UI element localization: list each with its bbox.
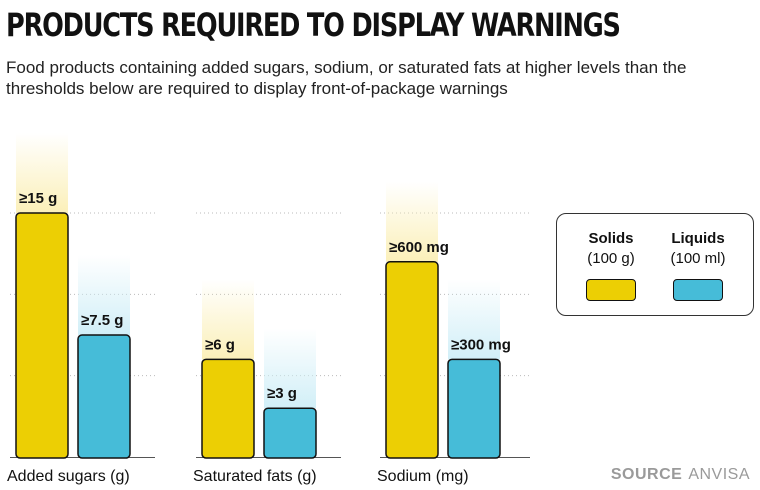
bar-sodium-mg-solids (385, 261, 439, 459)
bar-glow-sodium-mg-liquids (448, 279, 500, 360)
category-label-sodium-mg: Sodium (mg) (377, 468, 469, 485)
legend-swatch-liquids (673, 279, 723, 301)
legend-sub-liquids: (100 ml) (670, 250, 726, 267)
legend-item-solids: Solids (100 g) (571, 229, 651, 301)
source-credit: SOURCE ANVISA (611, 466, 750, 484)
value-label-sodium-mg-solids: ≥600 mg (389, 239, 449, 256)
value-label-saturated-fats-g-liquids: ≥3 g (267, 385, 297, 402)
value-label-added-sugars-g-liquids: ≥7.5 g (81, 312, 123, 329)
source-key: SOURCE (610, 466, 683, 483)
bar-sodium-mg-liquids (447, 358, 501, 459)
bar-added-sugars-g-solids (15, 212, 69, 459)
category-label-added-sugars-g: Added sugars (g) (7, 468, 130, 485)
legend-item-liquids: Liquids (100 ml) (658, 229, 738, 301)
bar-saturated-fats-g-solids (201, 358, 255, 459)
bar-glow-added-sugars-g-liquids (78, 255, 130, 335)
bar-added-sugars-g-liquids (77, 334, 131, 459)
legend-sub-solids: (100 g) (587, 250, 635, 267)
chart-title: PRODUCTS REQUIRED TO DISPLAY WARNINGS (6, 6, 621, 44)
category-label-saturated-fats-g: Saturated fats (g) (193, 468, 317, 485)
legend-swatch-solids (586, 279, 636, 301)
legend: Solids (100 g) Liquids (100 ml) (556, 213, 754, 316)
bar-glow-added-sugars-g-solids (16, 133, 68, 213)
value-label-saturated-fats-g-solids: ≥6 g (205, 336, 235, 353)
legend-label-solids: Solids (588, 230, 634, 247)
legend-label-liquids: Liquids (671, 230, 725, 247)
chart-subtitle: Food products containing added sugars, s… (6, 58, 687, 98)
source-value: ANVISA (688, 466, 750, 483)
value-label-added-sugars-g-solids: ≥15 g (19, 190, 57, 207)
bar-glow-sodium-mg-solids (386, 181, 438, 262)
value-label-sodium-mg-liquids: ≥300 mg (451, 336, 511, 353)
bar-saturated-fats-g-liquids (263, 407, 317, 459)
bar-glow-saturated-fats-g-solids (202, 279, 254, 360)
bar-glow-saturated-fats-g-liquids (264, 328, 316, 409)
